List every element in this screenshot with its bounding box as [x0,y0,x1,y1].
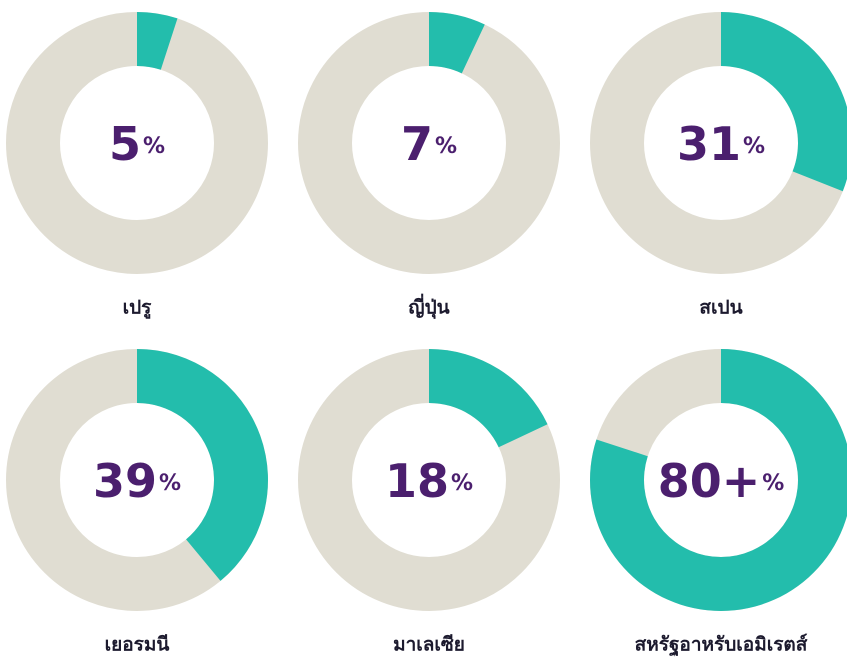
category-label: สหรัฐอาหรับเอมิเรตส์ [635,634,808,657]
percent-label: 18% [385,454,473,508]
category-label: เปรู [123,297,153,320]
category-label: มาเลเซีย [393,634,465,656]
donut-segment [590,349,847,611]
donut-segment [429,349,548,448]
donut-segment [137,349,269,581]
donut-segment [721,12,847,192]
percent-label: 39% [93,454,181,508]
category-label: เยอรมนี [105,634,170,656]
donut-segment [429,12,485,74]
percent-label: 31% [677,117,765,171]
category-label: สเปน [699,297,742,319]
percent-label: 5% [109,117,165,171]
percent-label: 80+% [658,454,785,508]
donut-segment [137,12,178,70]
percent-label: 7% [401,117,457,171]
category-label: ญี่ปุ่น [408,294,449,320]
